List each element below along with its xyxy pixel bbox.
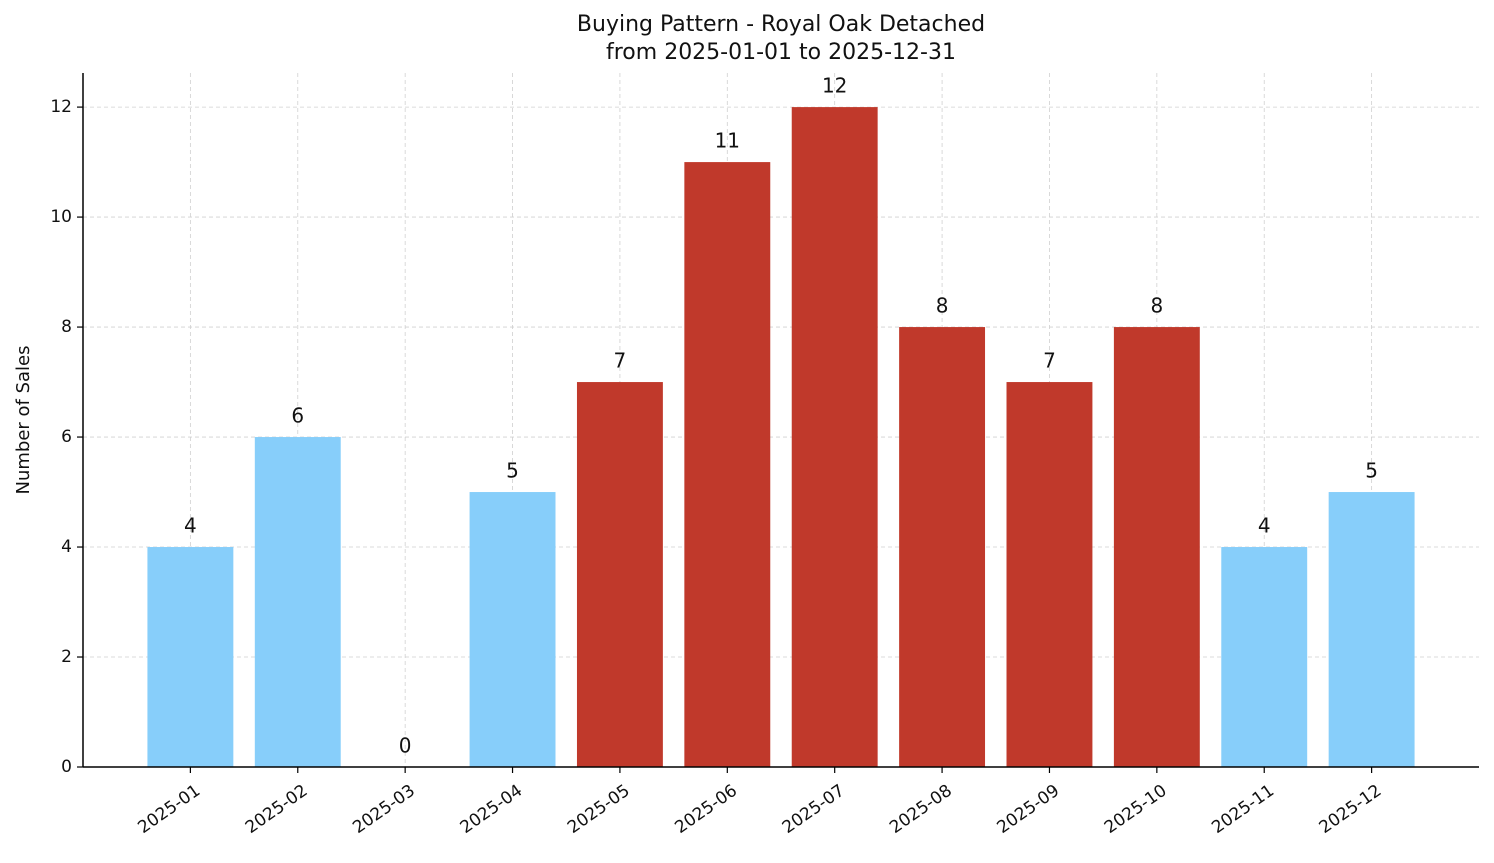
y-tick-label: 12 (50, 97, 72, 117)
value-label: 0 (399, 734, 412, 758)
chart-title: Buying Pattern - Royal Oak Detached (577, 12, 985, 37)
value-label: 5 (1365, 459, 1378, 483)
y-tick-label: 4 (61, 537, 72, 557)
value-label: 4 (1258, 514, 1271, 538)
value-label: 7 (1043, 349, 1056, 373)
value-label: 11 (715, 129, 740, 153)
bar (899, 327, 986, 767)
value-label: 7 (614, 349, 627, 373)
value-label: 4 (184, 514, 197, 538)
value-label: 8 (1150, 294, 1163, 318)
value-label: 5 (506, 459, 519, 483)
value-label: 6 (291, 404, 304, 428)
bar (684, 162, 771, 767)
bar (1113, 327, 1200, 767)
y-axis-label: Number of Sales (13, 345, 34, 494)
y-tick-label: 0 (61, 757, 72, 777)
bar (469, 492, 556, 767)
chart-subtitle: from 2025-01-01 to 2025-12-31 (606, 40, 956, 65)
bar (791, 107, 878, 767)
y-tick-label: 8 (61, 317, 72, 337)
bar (147, 547, 234, 767)
y-tick-label: 2 (61, 647, 72, 667)
bar (1006, 382, 1093, 767)
bar (254, 437, 341, 767)
y-tick-label: 10 (50, 207, 72, 227)
bar (576, 382, 663, 767)
y-tick-label: 6 (61, 427, 72, 447)
value-label: 12 (822, 74, 847, 98)
value-label: 8 (936, 294, 949, 318)
bar (1221, 547, 1308, 767)
bar (1328, 492, 1415, 767)
